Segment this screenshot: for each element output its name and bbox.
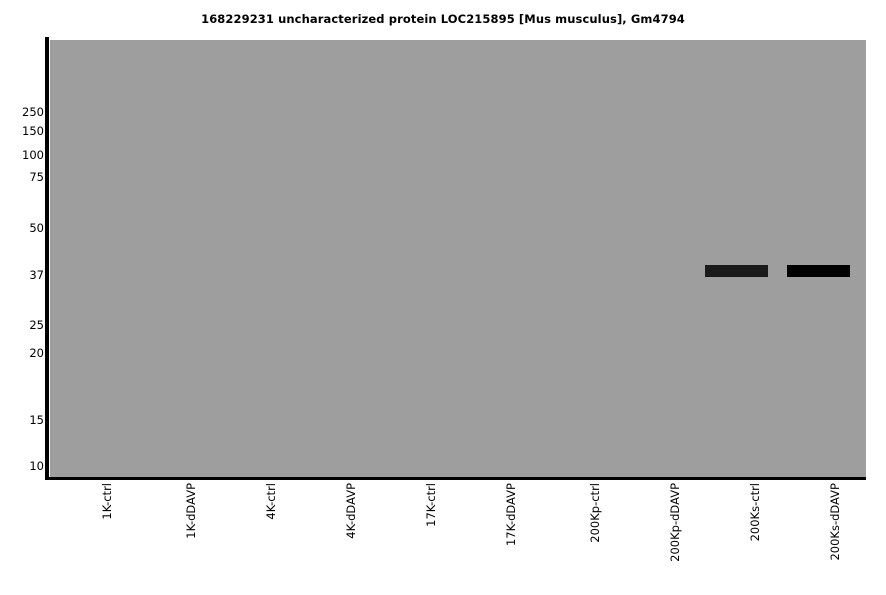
x-axis-tick-17K-dDAVP: 17K-dDAVP <box>504 483 518 547</box>
y-axis-tick-15: 15 <box>29 413 44 427</box>
y-axis-tick-labels: 250 150 100 75 50 37 25 20 15 10 <box>0 0 44 595</box>
y-axis-tick-250: 250 <box>22 105 44 119</box>
y-axis-tick-100: 100 <box>22 148 44 162</box>
protein-band-200Ks-ctrl <box>705 265 768 277</box>
y-axis-tick-37: 37 <box>29 268 44 282</box>
x-axis-tick-1K-ctrl: 1K-ctrl <box>100 483 114 520</box>
x-axis-tick-17K-ctrl: 17K-ctrl <box>424 483 438 527</box>
y-axis-tick-25: 25 <box>29 318 44 332</box>
x-axis-tick-4K-dDAVP: 4K-dDAVP <box>344 483 358 539</box>
y-axis-tick-10: 10 <box>29 459 44 473</box>
x-axis-tick-200Kp-dDAVP: 200Kp-dDAVP <box>668 483 682 562</box>
y-axis-line <box>45 37 49 480</box>
x-axis-tick-200Ks-dDAVP: 200Ks-dDAVP <box>828 483 842 561</box>
x-axis-line <box>45 477 866 480</box>
x-axis-tick-200Ks-ctrl: 200Ks-ctrl <box>748 483 762 542</box>
x-axis-tick-4K-ctrl: 4K-ctrl <box>264 483 278 520</box>
page-title: 168229231 uncharacterized protein LOC215… <box>201 12 685 26</box>
y-axis-tick-75: 75 <box>29 170 44 184</box>
y-axis-tick-20: 20 <box>29 346 44 360</box>
x-axis-tick-1K-dDAVP: 1K-dDAVP <box>184 483 198 539</box>
x-axis-tick-200Kp-ctrl: 200Kp-ctrl <box>588 483 602 543</box>
gel-plot-area <box>50 40 866 477</box>
y-axis-tick-50: 50 <box>29 221 44 235</box>
y-axis-tick-150: 150 <box>22 124 44 138</box>
protein-band-200Ks-dDAVP <box>787 265 850 277</box>
